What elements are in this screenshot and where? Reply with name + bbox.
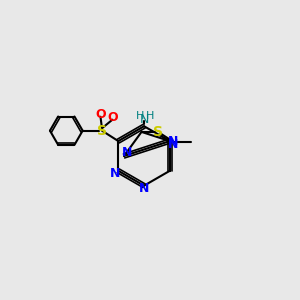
Text: N: N [140, 113, 149, 126]
Text: H: H [135, 111, 144, 121]
Text: O: O [95, 108, 106, 121]
Text: N: N [122, 146, 132, 160]
Text: N: N [110, 167, 121, 180]
Text: H: H [146, 111, 154, 121]
Text: N: N [168, 138, 178, 151]
Text: O: O [107, 111, 118, 124]
Text: S: S [97, 124, 107, 138]
Text: N: N [139, 182, 149, 195]
Text: N: N [168, 135, 178, 148]
Text: S: S [153, 125, 163, 139]
